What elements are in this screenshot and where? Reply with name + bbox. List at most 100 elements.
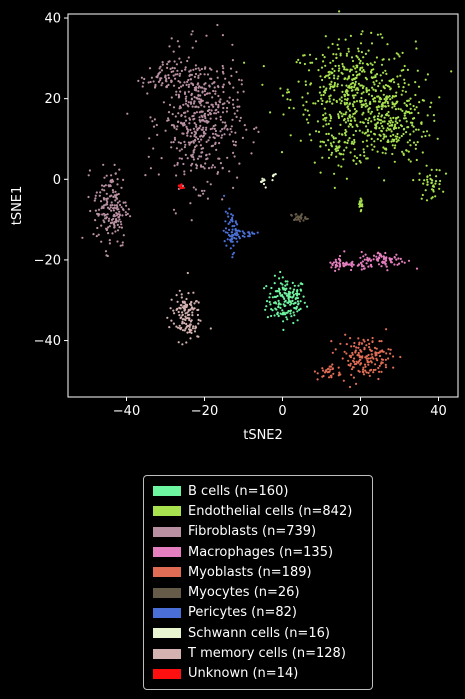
data-point bbox=[177, 120, 180, 124]
data-point bbox=[227, 222, 230, 225]
data-point bbox=[282, 113, 285, 116]
data-point bbox=[214, 124, 217, 127]
data-point bbox=[284, 280, 287, 283]
data-point bbox=[366, 89, 369, 92]
data-point bbox=[182, 186, 185, 189]
data-point bbox=[423, 179, 426, 182]
data-point bbox=[212, 89, 215, 93]
data-point bbox=[335, 56, 338, 60]
data-point bbox=[380, 89, 383, 92]
data-point bbox=[331, 42, 334, 46]
data-point bbox=[355, 70, 358, 73]
data-point bbox=[188, 317, 191, 320]
data-point bbox=[187, 85, 190, 88]
data-point bbox=[342, 119, 346, 122]
data-point bbox=[335, 263, 338, 267]
data-point bbox=[224, 125, 227, 128]
data-point bbox=[363, 267, 366, 270]
data-point bbox=[234, 221, 238, 224]
data-point bbox=[366, 134, 369, 137]
data-point bbox=[407, 150, 410, 153]
data-point bbox=[389, 87, 392, 90]
x-tick-label: −40 bbox=[113, 404, 140, 419]
data-point bbox=[329, 261, 332, 264]
data-point bbox=[256, 231, 259, 234]
data-point bbox=[221, 34, 224, 37]
data-point bbox=[379, 122, 382, 125]
data-point bbox=[418, 101, 421, 104]
data-point bbox=[108, 195, 112, 198]
data-point bbox=[158, 67, 161, 70]
data-point bbox=[345, 84, 348, 87]
data-point bbox=[168, 103, 172, 106]
data-point bbox=[338, 132, 341, 135]
data-point bbox=[180, 157, 183, 160]
data-point bbox=[376, 150, 379, 153]
data-point bbox=[180, 316, 183, 319]
data-point bbox=[341, 133, 344, 136]
data-point bbox=[356, 87, 359, 90]
data-point bbox=[324, 112, 327, 115]
data-point bbox=[200, 138, 203, 141]
data-point bbox=[375, 255, 378, 258]
data-point bbox=[444, 172, 448, 175]
data-point bbox=[203, 90, 206, 93]
legend-label: Unknown (n=14) bbox=[188, 666, 299, 682]
data-point bbox=[248, 235, 251, 238]
data-point bbox=[413, 108, 416, 111]
data-point bbox=[330, 134, 333, 137]
data-point bbox=[237, 229, 240, 232]
data-point bbox=[336, 83, 339, 86]
data-point bbox=[403, 78, 406, 81]
data-point bbox=[217, 105, 220, 108]
data-point bbox=[321, 78, 324, 82]
data-point bbox=[395, 137, 398, 140]
data-point bbox=[322, 369, 325, 372]
data-point bbox=[192, 151, 195, 154]
data-point bbox=[372, 88, 375, 91]
data-point bbox=[207, 113, 210, 116]
data-point bbox=[354, 119, 357, 122]
data-point bbox=[186, 128, 189, 131]
data-point bbox=[393, 160, 396, 163]
data-point bbox=[265, 285, 268, 288]
data-point bbox=[162, 101, 165, 104]
data-point bbox=[343, 77, 346, 80]
data-point bbox=[211, 82, 214, 85]
data-point bbox=[296, 294, 299, 297]
data-point bbox=[426, 73, 429, 76]
data-point bbox=[211, 127, 214, 130]
data-point bbox=[153, 86, 157, 89]
data-point bbox=[121, 244, 124, 247]
data-point bbox=[363, 151, 366, 154]
data-point bbox=[330, 266, 333, 269]
data-point bbox=[349, 151, 352, 154]
data-point bbox=[376, 95, 379, 98]
data-point bbox=[313, 161, 316, 164]
data-point bbox=[380, 265, 383, 268]
legend-swatch bbox=[153, 587, 181, 598]
data-point bbox=[147, 81, 150, 84]
data-point bbox=[370, 353, 373, 356]
data-point bbox=[177, 326, 180, 329]
data-point bbox=[180, 69, 183, 72]
data-point bbox=[213, 136, 216, 140]
data-point bbox=[224, 231, 227, 234]
data-point bbox=[238, 105, 241, 108]
data-point bbox=[345, 261, 348, 264]
data-point bbox=[276, 294, 279, 298]
data-point bbox=[262, 65, 265, 68]
data-point bbox=[327, 46, 330, 49]
data-point bbox=[337, 164, 340, 167]
data-point bbox=[368, 342, 371, 345]
data-point bbox=[420, 197, 423, 200]
data-point bbox=[201, 119, 204, 122]
data-point bbox=[378, 354, 382, 358]
data-point bbox=[188, 318, 191, 322]
data-point bbox=[322, 85, 325, 88]
data-point bbox=[375, 73, 379, 76]
data-point bbox=[178, 74, 181, 77]
data-point bbox=[184, 327, 187, 330]
data-point bbox=[334, 64, 337, 68]
data-point bbox=[165, 77, 168, 81]
